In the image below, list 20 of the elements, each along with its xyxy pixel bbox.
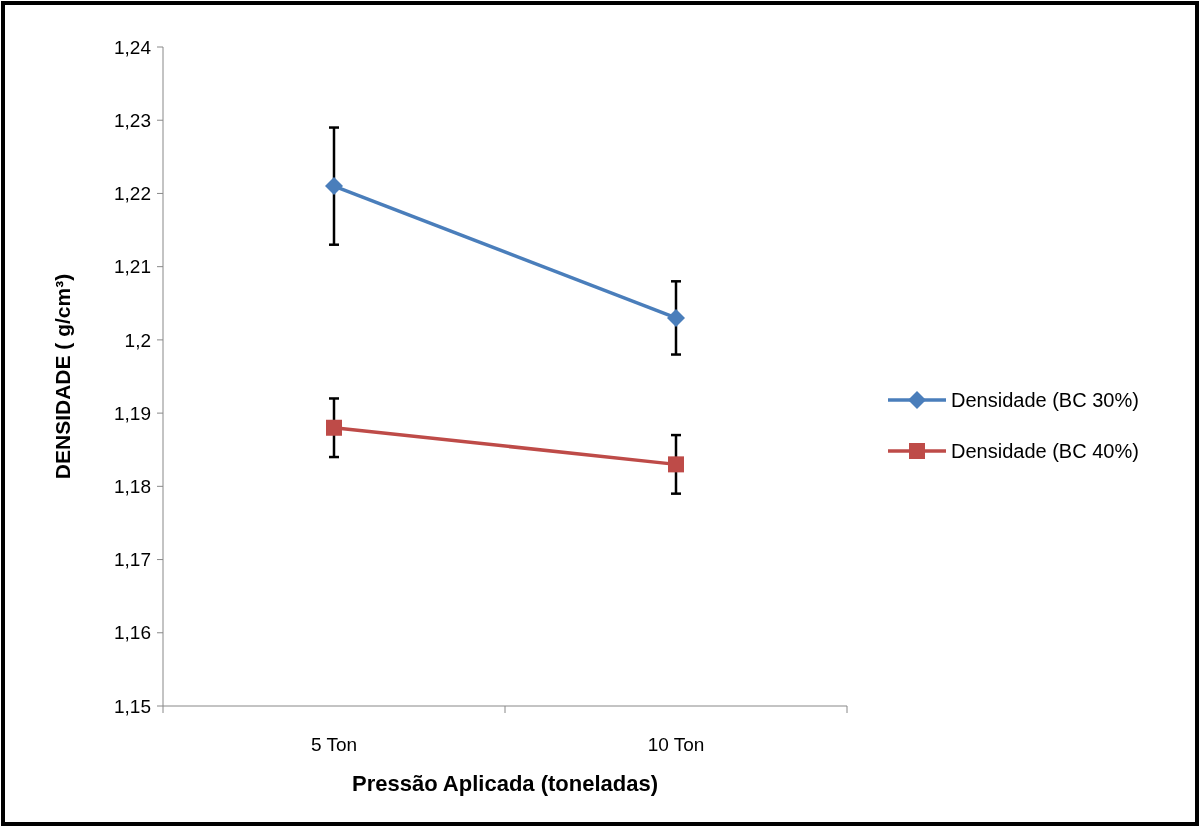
x-axis-title: Pressão Aplicada (toneladas) [351, 771, 659, 796]
legend-label: Densidade (BC 40%) [951, 440, 1139, 462]
point [326, 419, 342, 436]
y-tick-label: 1,18 [114, 475, 151, 497]
y-tick-label: 1,21 [114, 256, 151, 278]
x-tick-label: 5 Ton [310, 734, 358, 755]
y-tick-label: 1,24 [114, 36, 152, 58]
point [667, 308, 685, 327]
y-tick-label: 1,16 [114, 622, 151, 644]
point [668, 456, 684, 473]
legend-label: Densidade (BC 30%) [951, 389, 1139, 411]
y-tick-label: 1,2 [124, 329, 151, 351]
y-tick-label: 1,15 [114, 695, 151, 717]
y-tick-label: 1,23 [114, 109, 151, 131]
point [325, 177, 343, 196]
x-tick-label: 10 Ton [647, 734, 705, 755]
y-tick-label: 1,22 [114, 183, 151, 205]
y-tick-label: 1,19 [114, 402, 151, 424]
y-axis-title: DENSIDADE ( g/cm³) [51, 273, 74, 480]
y-tick-label: 1,17 [114, 549, 151, 571]
